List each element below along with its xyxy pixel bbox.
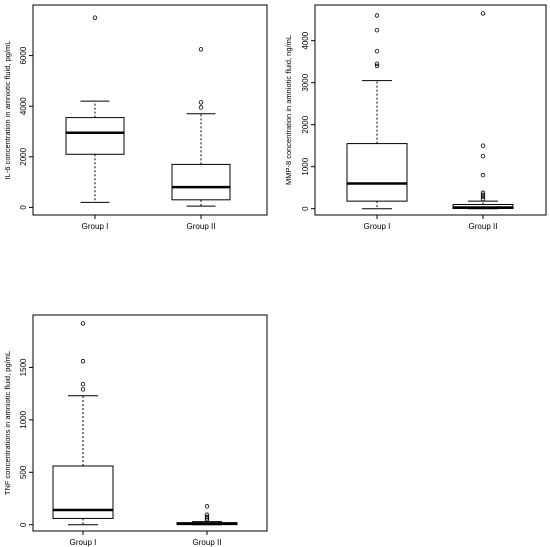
outlier-point — [204, 504, 210, 509]
box-1: Group I — [65, 15, 125, 231]
y-tick-label: 3000 — [301, 73, 310, 91]
y-tick-label: 2000 — [301, 115, 310, 133]
outlier-point — [480, 194, 486, 200]
outlier-point — [198, 47, 204, 52]
outlier-point — [80, 382, 86, 387]
chart-panel-1: 0 2000 4000 6000 IL-6 concentration in amnio… — [3, 4, 268, 231]
y-tick-label: 1500 — [19, 358, 28, 376]
y-axis-label: IL-6 concentration in amniotic fluid, pg… — [3, 41, 12, 180]
outlier-point — [480, 11, 486, 16]
y-tick-label: 6000 — [19, 46, 28, 64]
outlier-point — [198, 100, 204, 105]
outlier-point — [80, 387, 86, 392]
outlier-point — [480, 192, 486, 198]
outlier-point — [80, 358, 86, 364]
outlier-point — [480, 143, 486, 148]
plot-frame — [32, 314, 268, 532]
y-tick-label: 2000 — [19, 147, 28, 165]
x-tick-label: Group I — [364, 222, 391, 231]
outlier-point — [204, 512, 210, 517]
x-tick-label: Group I — [70, 538, 97, 547]
plot-frame — [32, 4, 268, 216]
outlier-point — [374, 61, 380, 66]
x-tick-label: Group II — [193, 538, 222, 547]
box-1: Group I — [346, 13, 408, 231]
y-tick-label: 500 — [19, 465, 28, 479]
box-2: Group II — [176, 504, 238, 547]
box-2: Group II — [452, 11, 514, 231]
y-tick-label: 0 — [19, 205, 28, 210]
outlier-point — [480, 172, 486, 178]
chart-panel-2: 0 1000 2000 3000 4000 MMP-8 concentration in … — [284, 4, 547, 231]
y-tick-label: 0 — [19, 522, 28, 527]
outlier-point — [204, 517, 210, 523]
iqr-box — [346, 143, 408, 202]
outlier-point — [374, 63, 380, 69]
outlier-point — [480, 196, 486, 202]
y-axis-label: MMP-8 concentration in amniotic fluid, n… — [284, 35, 293, 185]
box-1: Group I — [52, 321, 114, 547]
y-axis-label: TNF concentrations in amniotic fluid, pg… — [3, 351, 12, 495]
box-2: Group II — [171, 47, 231, 231]
plot-frame — [314, 4, 547, 216]
outlier-point — [374, 49, 380, 54]
outlier-point — [204, 514, 210, 520]
outlier-point — [480, 153, 486, 159]
chart-panel-3: 0 500 1000 1500 TNF concentrations in amniot… — [3, 314, 268, 547]
outlier-point — [80, 321, 86, 326]
outlier-point — [480, 190, 486, 195]
y-tick-label: 1000 — [19, 410, 28, 428]
iqr-box — [65, 117, 125, 155]
x-tick-label: Group II — [469, 222, 498, 231]
iqr-box — [171, 163, 231, 201]
y-tick-label: 0 — [301, 206, 310, 211]
x-tick-label: Group II — [187, 222, 216, 231]
x-tick-label: Group I — [82, 222, 109, 231]
outlier-point — [92, 15, 98, 20]
outlier-point — [374, 28, 380, 33]
y-tick-label: 4000 — [19, 97, 28, 115]
outlier-point — [374, 13, 380, 18]
outlier-point — [198, 105, 204, 110]
y-tick-label: 4000 — [301, 31, 310, 49]
y-tick-label: 1000 — [301, 157, 310, 175]
